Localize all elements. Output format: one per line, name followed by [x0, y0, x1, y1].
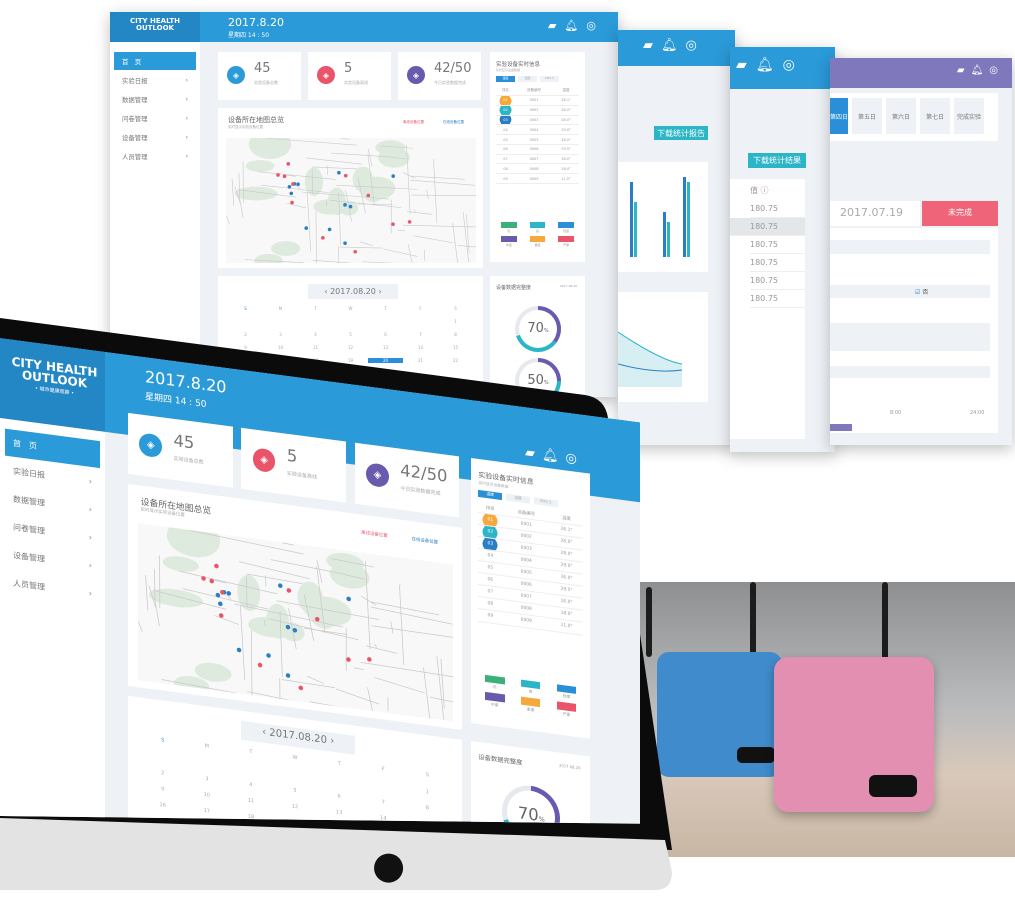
calendar-day[interactable]: 11: [229, 795, 273, 807]
tab[interactable]: PM2.5: [534, 497, 558, 508]
sidebar-item-label: 问卷管理: [13, 522, 45, 537]
sidebar-item-label: 实验日报: [13, 466, 45, 481]
chevron-right-icon: ›: [89, 477, 92, 486]
legend-item: 轻度: [550, 683, 583, 702]
calendar-day[interactable]: 3: [185, 773, 229, 785]
legend-swatch: [485, 674, 505, 684]
tab[interactable]: 湿度: [506, 493, 530, 504]
offline-device-marker[interactable]: [299, 685, 304, 690]
legend-offline: 离线设备位置: [361, 530, 387, 539]
completeness-title: 设备数据完整度: [478, 752, 522, 767]
online-device-marker[interactable]: [286, 673, 291, 678]
stat-label: 今日实验数据完成: [400, 484, 440, 496]
gauge-value: 70: [518, 804, 539, 826]
weekday: F: [361, 764, 405, 776]
weekday: M: [185, 741, 229, 753]
offline-device-marker[interactable]: [346, 657, 351, 662]
legend-swatch: [557, 701, 577, 711]
calendar-day[interactable]: 6: [317, 790, 361, 802]
chevron-right-icon: ›: [89, 561, 92, 570]
offline-device-marker[interactable]: [287, 588, 292, 593]
calendar-day[interactable]: 2: [141, 767, 185, 779]
offline-device-marker[interactable]: [367, 657, 372, 662]
month-selector[interactable]: ‹ 2017.08.20 ›: [241, 720, 354, 754]
weekday: T: [229, 747, 273, 759]
stat-value: 5: [287, 445, 297, 465]
chevron-right-icon: ›: [89, 505, 92, 514]
stat-icon: ◈: [366, 462, 389, 488]
offline-device-marker[interactable]: [201, 576, 206, 581]
calendar-day[interactable]: 8: [405, 802, 449, 814]
online-device-marker[interactable]: [278, 583, 283, 588]
online-device-marker[interactable]: [347, 596, 352, 601]
sidebar-item-label: 人员管理: [13, 578, 45, 593]
legend-swatch: [521, 697, 541, 707]
city-map[interactable]: [138, 523, 453, 722]
legend-item: 重度: [514, 696, 547, 715]
stat-label: 实验设备离线: [287, 469, 317, 480]
legend-swatch: [557, 684, 577, 694]
calendar-day[interactable]: 7: [361, 796, 405, 808]
calendar-day[interactable]: [317, 774, 361, 786]
chevron-right-icon: ›: [89, 589, 92, 598]
calendar-day[interactable]: 4: [229, 779, 273, 791]
map-card: 设备所在地图总览实时显示实验设备位置离线设备位置在线设备位置: [128, 484, 462, 730]
aqi-legend: 优良轻度 中度重度严重: [478, 674, 583, 720]
calendar-day[interactable]: 10: [185, 789, 229, 801]
stat-value: 42/50: [400, 460, 447, 485]
offline-device-marker[interactable]: [214, 563, 219, 568]
weekday: T: [317, 758, 361, 770]
calendar-day[interactable]: [361, 780, 405, 792]
calendar-day[interactable]: 5: [273, 785, 317, 797]
calendar-day[interactable]: 13: [317, 806, 361, 818]
calendar-day[interactable]: [229, 763, 273, 775]
weekday: W: [273, 752, 317, 764]
legend-item: 优: [478, 674, 511, 693]
message-icon[interactable]: ▰: [525, 445, 542, 462]
stat-icon: ◈: [253, 447, 276, 473]
calendar-day[interactable]: 16: [141, 799, 185, 811]
sidebar-item-label: 首 页: [13, 438, 37, 452]
stat-icon: ◈: [139, 432, 162, 458]
calendar-day[interactable]: 9: [141, 783, 185, 795]
legend-item: 中度: [478, 691, 511, 710]
legend-online: 在线设备位置: [412, 536, 438, 545]
completeness-date: 2017.08.20: [559, 762, 581, 770]
chevron-right-icon: ›: [89, 533, 92, 542]
online-device-marker[interactable]: [218, 601, 223, 606]
bell-icon[interactable]: 🔔︎: [542, 447, 566, 465]
stat-value: 45: [173, 431, 194, 453]
tab[interactable]: 温度: [478, 490, 502, 501]
legend-item: 良: [514, 678, 547, 697]
sidebar-item-label: 数据管理: [13, 494, 45, 509]
online-device-marker[interactable]: [266, 653, 271, 658]
calendar-day[interactable]: 1: [405, 786, 449, 798]
legend-item: 严重: [550, 701, 583, 720]
legend-swatch: [485, 692, 505, 702]
calendar-day[interactable]: [141, 751, 185, 763]
sidebar-item-label: 设备管理: [13, 550, 45, 565]
stat-label: 实验设备总数: [173, 454, 203, 465]
calendar-day[interactable]: 17: [185, 805, 229, 817]
calendar-day[interactable]: [185, 757, 229, 769]
user-icon[interactable]: ◎: [566, 450, 584, 467]
sidebar: 首 页实验日报 › 数据管理 › 问卷管理 › 设备管理 › 人员管理 ›: [0, 418, 105, 832]
legend-swatch: [521, 679, 541, 689]
calendar-day[interactable]: [273, 768, 317, 780]
online-device-marker[interactable]: [237, 647, 242, 652]
stat-card: ◈ 5 实验设备离线: [241, 428, 346, 502]
offline-device-marker[interactable]: [258, 662, 263, 667]
weekday: S: [405, 770, 449, 782]
weekday: S: [141, 735, 185, 747]
apple-logo: ●: [372, 843, 405, 887]
calendar-day[interactable]: 12: [273, 801, 317, 813]
